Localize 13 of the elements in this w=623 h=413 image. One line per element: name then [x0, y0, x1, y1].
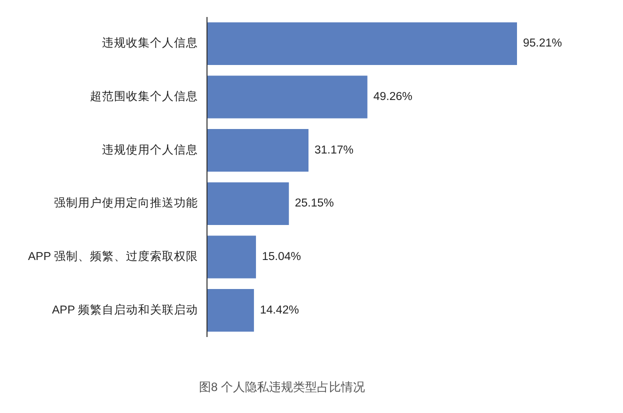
data-label: 14.42% — [260, 304, 299, 316]
y-tick-label: 违规收集个人信息 — [102, 36, 198, 50]
y-tick-label: 超范围收集个人信息 — [90, 90, 198, 103]
caption: 图8 个人隐私违规类型占比情况 — [199, 380, 366, 394]
data-label: 15.04% — [262, 251, 301, 263]
y-tick-label: APP 强制、频繁、过度索取权限 — [28, 249, 198, 263]
data-label: 25.15% — [294, 198, 334, 210]
y-tick-label: 强制用户使用定向推送功能 — [54, 196, 198, 210]
y-tick-label: 违规使用个人信息 — [102, 143, 198, 156]
y-tick-label: APP 频繁自启动和关联启动 — [52, 302, 198, 316]
data-label: 49.26% — [373, 91, 412, 103]
data-label: 95.21% — [523, 38, 562, 50]
data-label: 31.17% — [314, 144, 354, 156]
